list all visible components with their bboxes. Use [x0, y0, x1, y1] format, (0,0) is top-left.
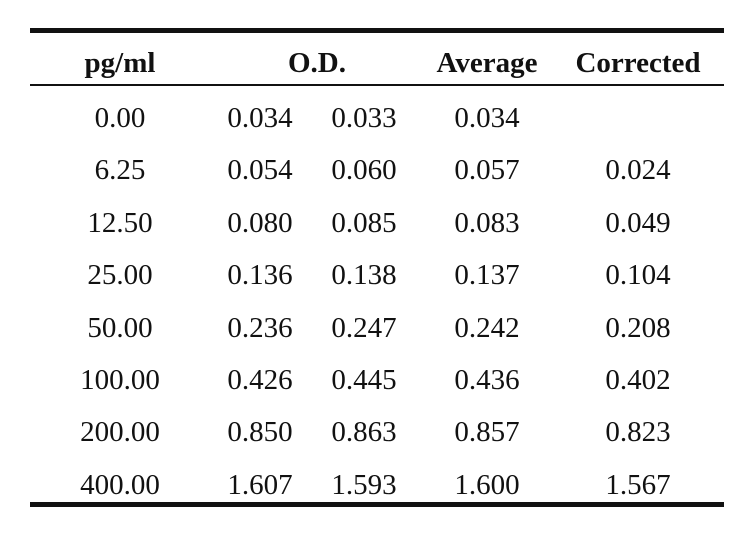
table-row: 0.00 0.034 0.033 0.034	[0, 92, 750, 144]
table-body: 0.00 0.034 0.033 0.034 6.25 0.054 0.060 …	[0, 92, 750, 511]
cell-od-replicate-2: 0.033	[331, 102, 397, 134]
cell-od-replicate-2: 0.445	[331, 363, 397, 396]
table-row: 25.00 0.136 0.138 0.137 0.104	[0, 249, 750, 301]
table-row: 6.25 0.054 0.060 0.057 0.024	[0, 144, 750, 196]
cell-concentration: 100.00	[80, 363, 160, 396]
cell-concentration: 400.00	[80, 468, 160, 501]
header-concentration: pg/ml	[84, 47, 156, 79]
cell-average: 1.600	[454, 468, 520, 501]
cell-concentration: 200.00	[80, 416, 160, 449]
cell-average: 0.242	[454, 311, 520, 344]
table-header-rule	[30, 84, 724, 86]
cell-corrected: 0.823	[605, 416, 671, 449]
table-row: 12.50 0.080 0.085 0.083 0.049	[0, 197, 750, 249]
cell-od-replicate-1: 0.850	[227, 416, 293, 449]
cell-corrected	[560, 92, 716, 144]
cell-od-replicate-1: 0.426	[227, 363, 293, 396]
cell-od-replicate-1: 0.054	[227, 154, 293, 187]
cell-corrected: 0.024	[605, 154, 671, 187]
table-row: 400.00 1.607 1.593 1.600 1.567	[0, 459, 750, 511]
cell-average: 0.857	[454, 416, 520, 449]
cell-concentration: 50.00	[87, 311, 153, 344]
cell-corrected: 0.049	[605, 206, 671, 239]
cell-corrected: 0.104	[605, 259, 671, 292]
cell-od-replicate-1: 1.607	[227, 468, 293, 501]
table-row: 100.00 0.426 0.445 0.436 0.402	[0, 354, 750, 406]
cell-corrected: 1.567	[605, 468, 671, 501]
cell-od-replicate-2: 0.060	[331, 154, 397, 187]
cell-concentration: 6.25	[94, 154, 146, 187]
cell-corrected: 0.402	[605, 363, 671, 396]
cell-od-replicate-2: 0.138	[331, 259, 397, 292]
table-top-rule	[30, 28, 724, 33]
cell-od-replicate-1: 0.034	[227, 102, 293, 134]
header-od: O.D.	[288, 47, 346, 79]
cell-od-replicate-2: 0.247	[331, 311, 397, 344]
cell-od-replicate-2: 0.085	[331, 206, 397, 239]
cell-concentration: 12.50	[87, 206, 153, 239]
table-bottom-rule	[30, 502, 724, 507]
header-corrected: Corrected	[575, 47, 701, 79]
cell-average: 0.057	[454, 154, 520, 187]
cell-concentration: 25.00	[87, 259, 153, 292]
cell-od-replicate-2: 1.593	[331, 468, 397, 501]
cell-average: 0.137	[454, 259, 520, 292]
cell-od-replicate-1: 0.136	[227, 259, 293, 292]
cell-concentration: 0.00	[94, 102, 146, 134]
cell-average: 0.436	[454, 363, 520, 396]
cell-od-replicate-1: 0.080	[227, 206, 293, 239]
cell-corrected: 0.208	[605, 311, 671, 344]
cell-od-replicate-1: 0.236	[227, 311, 293, 344]
cell-average: 0.034	[454, 102, 520, 134]
table-row: 200.00 0.850 0.863 0.857 0.823	[0, 406, 750, 458]
header-average: Average	[436, 47, 538, 79]
table-row: 50.00 0.236 0.247 0.242 0.208	[0, 302, 750, 354]
cell-od-replicate-2: 0.863	[331, 416, 397, 449]
cell-average: 0.083	[454, 206, 520, 239]
